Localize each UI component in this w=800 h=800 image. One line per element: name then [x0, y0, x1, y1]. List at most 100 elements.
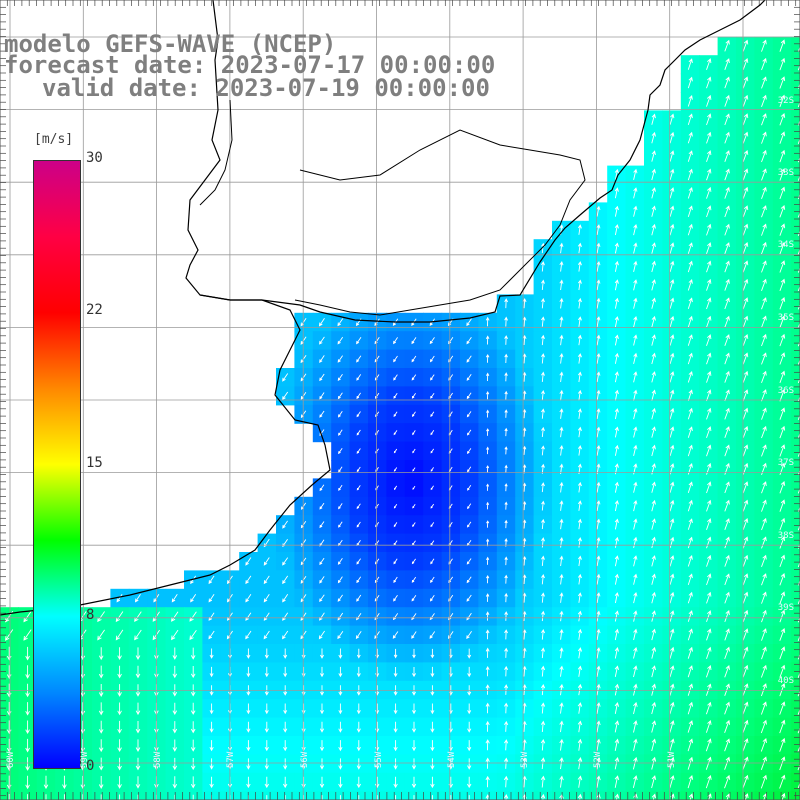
wind-arrow — [45, 794, 47, 800]
wind-arrow — [541, 261, 545, 272]
wind-arrow — [779, 573, 786, 586]
wind-arrow — [577, 224, 582, 235]
wind-arrow — [724, 738, 731, 752]
wind-arrow — [117, 702, 122, 716]
wind-arrow — [761, 389, 767, 402]
wind-arrow — [393, 467, 398, 472]
wind-arrow — [669, 518, 675, 530]
wind-arrow — [596, 592, 601, 603]
wind-arrow — [651, 315, 656, 328]
wind-arrow — [522, 519, 527, 529]
wind-arrow — [651, 371, 656, 383]
speed-cell — [791, 496, 800, 516]
wind-arrow — [540, 793, 546, 800]
wind-arrow — [338, 503, 343, 510]
wind-arrow — [319, 521, 325, 529]
wind-arrow — [559, 738, 564, 751]
wind-arrow — [466, 318, 472, 327]
wind-arrow — [356, 721, 361, 733]
wind-arrow — [319, 373, 325, 382]
wind-arrow — [614, 334, 619, 346]
wind-arrow — [669, 407, 675, 420]
wind-arrow — [577, 757, 583, 770]
wind-arrow — [779, 389, 786, 402]
wind-arrow — [706, 352, 712, 365]
wind-arrow — [430, 392, 435, 399]
wind-arrow — [706, 628, 712, 641]
wind-arrow — [119, 794, 121, 800]
wind-arrow — [503, 775, 509, 788]
wind-arrow — [25, 775, 30, 790]
wind-arrow — [688, 793, 694, 800]
wind-arrow — [339, 795, 341, 800]
wind-arrow — [724, 113, 730, 126]
wind-arrow — [63, 794, 65, 800]
wind-arrow — [430, 503, 435, 509]
wind-arrow — [742, 499, 749, 512]
wind-arrow — [797, 520, 800, 531]
wind-arrow — [669, 297, 675, 309]
wind-arrow — [504, 316, 509, 327]
wind-arrow — [319, 557, 325, 566]
wind-arrow — [761, 76, 767, 89]
wind-arrow — [98, 757, 104, 771]
wind-arrow — [724, 315, 730, 328]
wind-arrow — [596, 702, 601, 714]
wind-arrow — [25, 757, 30, 771]
wind-arrow — [559, 647, 564, 659]
wind-arrow — [633, 646, 638, 659]
wind-arrow — [522, 610, 527, 622]
wind-arrow — [393, 667, 398, 678]
wind-arrow — [172, 739, 178, 752]
wind-arrow — [430, 467, 434, 472]
wind-arrow — [651, 591, 656, 604]
wind-arrow — [614, 389, 619, 401]
wind-arrow — [319, 758, 325, 770]
wind-arrow — [651, 665, 657, 678]
wind-arrow — [761, 352, 767, 365]
wind-arrow — [779, 94, 786, 108]
wind-arrow — [779, 719, 786, 734]
wind-arrow — [6, 757, 12, 771]
wind-arrow — [283, 703, 288, 715]
wind-arrow — [724, 665, 730, 678]
wind-arrow — [687, 352, 693, 365]
wind-arrow — [134, 629, 142, 641]
wind-arrow — [541, 316, 545, 327]
wind-arrow — [393, 392, 398, 399]
wind-arrow — [356, 740, 361, 752]
wind-arrow — [319, 355, 325, 363]
lat-label-34s: 34S — [777, 240, 794, 250]
wind-arrow — [706, 278, 712, 291]
colorbar-tick-30: 30 — [86, 150, 103, 166]
wind-arrow — [429, 594, 435, 602]
wind-arrow — [614, 426, 619, 438]
wind-arrow — [171, 611, 179, 622]
wind-arrow — [687, 186, 693, 199]
wind-arrow — [192, 794, 194, 800]
wind-arrow — [633, 444, 638, 457]
wind-arrow — [466, 336, 472, 345]
wind-arrow — [633, 242, 638, 254]
wind-arrow — [614, 555, 619, 567]
wind-arrow — [779, 241, 786, 255]
wind-arrow — [651, 738, 657, 752]
wind-arrow — [282, 630, 289, 640]
wind-arrow — [504, 335, 509, 345]
wind-arrow — [98, 720, 104, 734]
lon-label-51w: 51W — [667, 751, 677, 768]
wind-arrow — [651, 481, 656, 493]
wind-arrow — [25, 665, 30, 679]
wind-arrow — [411, 576, 417, 583]
wind-arrow — [25, 702, 30, 716]
wind-arrow — [651, 536, 656, 549]
wind-arrow — [337, 410, 343, 418]
wind-arrow — [429, 355, 435, 363]
wind-arrow — [541, 482, 545, 493]
lon-label-58w: 58W — [153, 751, 163, 768]
wind-arrow — [596, 242, 601, 254]
wind-arrow — [356, 466, 361, 473]
wind-arrow — [797, 758, 800, 771]
wind-arrow — [467, 484, 472, 491]
